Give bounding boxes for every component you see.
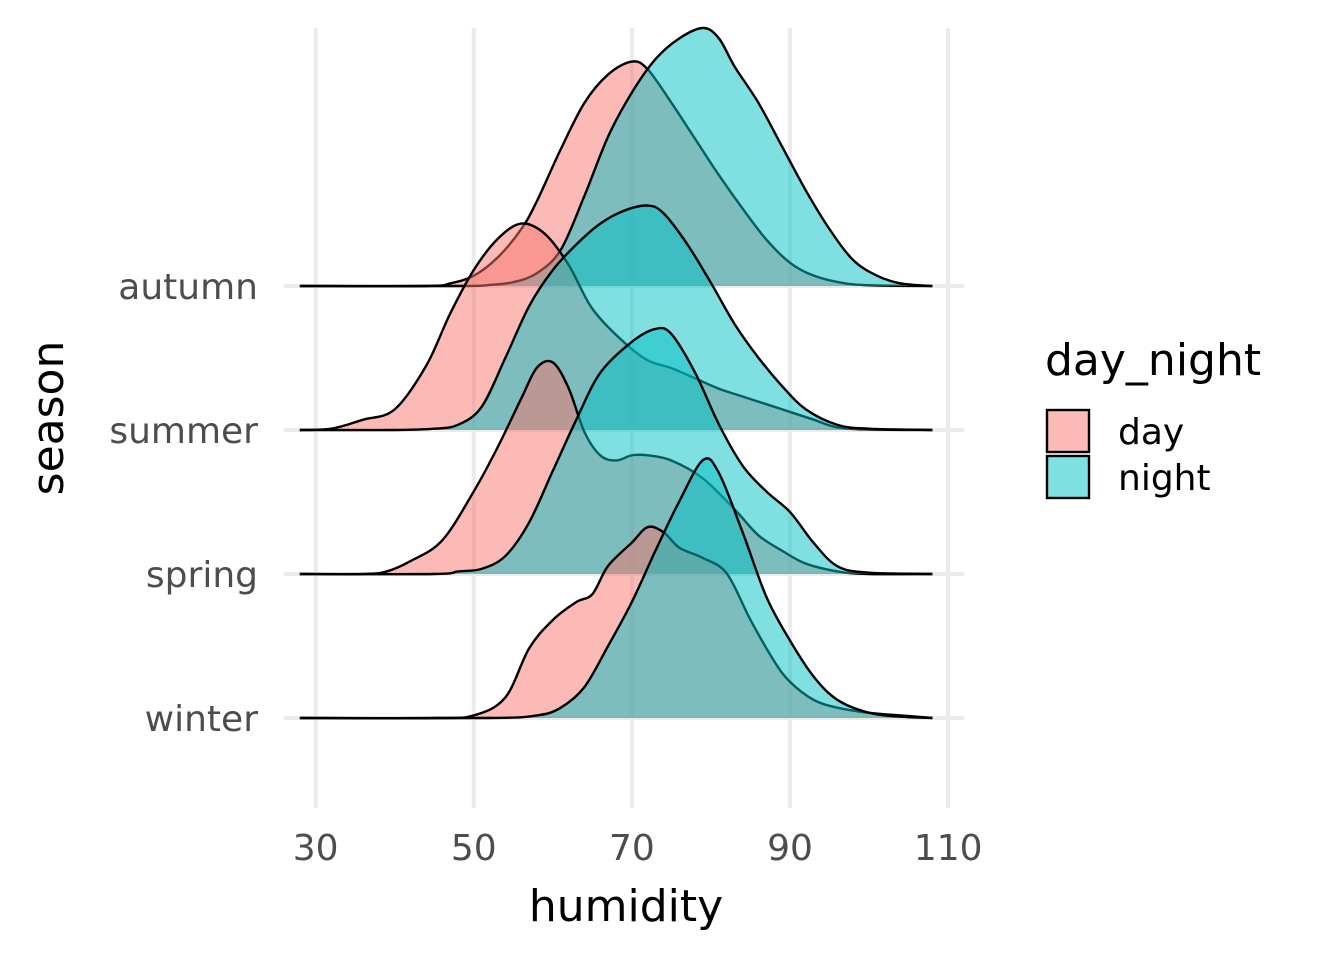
- x-axis-title: humidity: [529, 881, 723, 932]
- ridge-area-spring-night: [299, 328, 933, 575]
- legend-items: day night: [1045, 408, 1211, 500]
- density-ridges: [299, 26, 933, 720]
- ridge-outline-spring-night: [299, 326, 933, 576]
- legend-swatch-night: [1045, 454, 1091, 500]
- legend: day_night day night: [1045, 335, 1261, 500]
- ridge-area-autumn-night: [299, 28, 933, 287]
- legend-title: day_night: [1045, 335, 1261, 386]
- x-tick-label-30: 30: [293, 828, 339, 869]
- ridge-outline-summer-night: [299, 204, 933, 432]
- ridge-area-summer-day: [299, 223, 933, 430]
- legend-label-day: day: [1118, 412, 1184, 453]
- y-tick-label-autumn: autumn: [118, 267, 258, 308]
- y-axis-ticks: winter spring summer autumn: [109, 267, 258, 740]
- y-axis-title: season: [23, 341, 74, 496]
- legend-label-night: night: [1118, 458, 1211, 499]
- x-tick-label-110: 110: [914, 828, 983, 869]
- y-tick-label-winter: winter: [145, 699, 259, 740]
- x-axis-ticks: 30 50 70 90 110: [293, 828, 983, 869]
- y-tick-label-spring: spring: [146, 555, 258, 596]
- ridge-area-winter-night: [299, 458, 933, 719]
- x-tick-label-50: 50: [451, 828, 497, 869]
- ridge-area-summer-night: [299, 205, 933, 431]
- x-tick-label-90: 90: [767, 828, 813, 869]
- legend-swatch-day: [1045, 408, 1091, 454]
- y-tick-label-summer: summer: [109, 411, 258, 452]
- x-tick-label-70: 70: [609, 828, 655, 869]
- ridge-outline-winter-night: [299, 457, 933, 720]
